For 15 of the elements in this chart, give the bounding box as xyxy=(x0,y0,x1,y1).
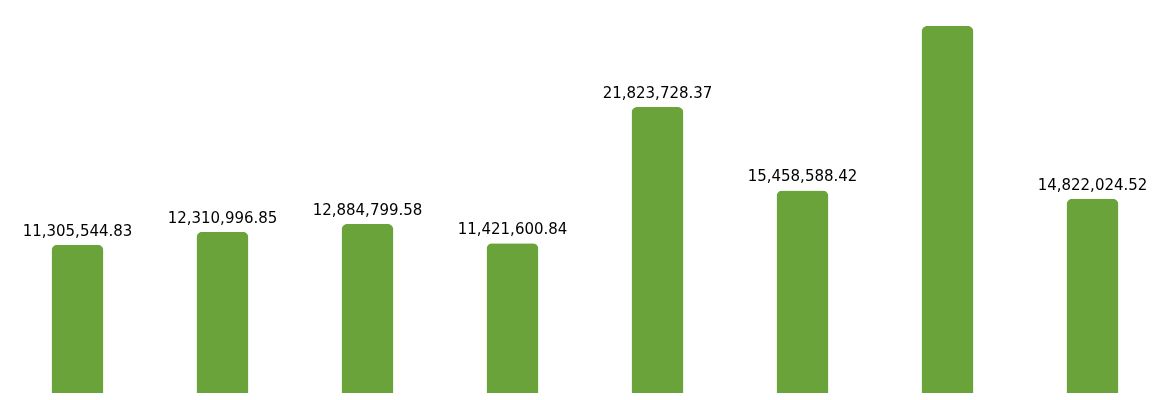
bar xyxy=(51,244,104,393)
data-label: 11,305,544.83 xyxy=(22,221,133,240)
data-label: 14,822,024.52 xyxy=(1037,175,1148,194)
bar xyxy=(921,26,974,393)
bar xyxy=(631,106,684,393)
data-label: 12,310,996.85 xyxy=(167,208,278,227)
bar xyxy=(486,243,539,393)
bar xyxy=(196,231,249,393)
data-label: 12,884,799.58 xyxy=(312,201,423,220)
data-label: 11,421,600.84 xyxy=(457,220,568,239)
data-label: 21,823,728.37 xyxy=(602,83,713,102)
bar xyxy=(1066,198,1119,393)
data-label: 15,458,588.42 xyxy=(747,167,858,186)
bar xyxy=(776,190,829,393)
bar xyxy=(341,224,394,393)
